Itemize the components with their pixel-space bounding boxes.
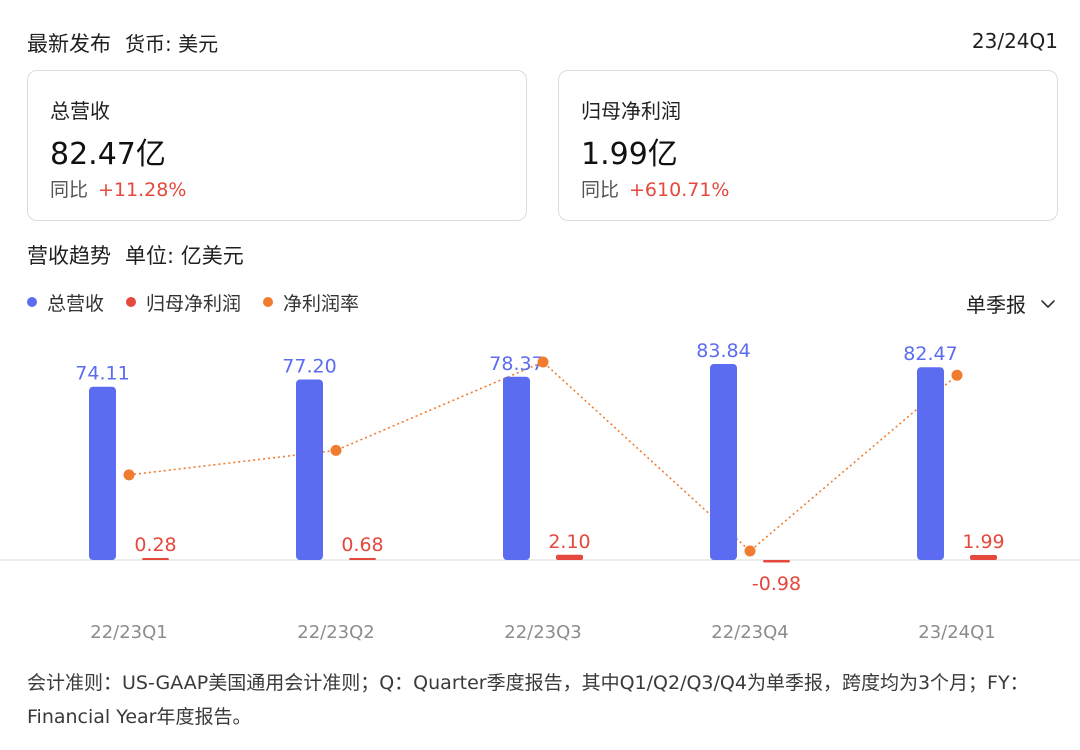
legend-label-revenue: 总营收 [47, 292, 105, 315]
legend-dot-net-profit [126, 297, 137, 307]
legend-dot-revenue [27, 297, 37, 307]
net-profit-yoy-change: +610.71% [629, 179, 730, 201]
revenue-bar-q3 [503, 376, 530, 560]
legend-dot-net-margin [263, 297, 274, 307]
net-profit-label-q2: 0.68 [341, 534, 383, 556]
net-profit-yoy-label: 同比 [581, 179, 620, 201]
chart-legend: 总营收 归母净利润 净利润率 [27, 288, 381, 316]
net-profit-value: 1.99亿 [581, 137, 678, 172]
net-profit-label: 归母净利润 [581, 99, 681, 123]
x-tick-q2: 22/23Q2 [297, 622, 375, 643]
header: 最新发布 货币: 美元 23/24Q1 [27, 24, 1058, 60]
legend-label-net-profit: 归母净利润 [146, 292, 242, 315]
header-title: 最新发布 [27, 32, 111, 56]
legend-item-revenue[interactable]: 总营收 [27, 289, 104, 316]
revenue-label-q4: 83.84 [696, 340, 750, 362]
revenue-value: 82.47亿 [50, 137, 166, 172]
revenue-yoy-change: +11.28% [98, 179, 187, 201]
revenue-bar-q1 [89, 386, 116, 560]
net-profit-bar-q2 [349, 558, 376, 560]
revenue-yoy: 同比 +11.28% [50, 175, 186, 202]
revenue-bar-q4 [710, 364, 737, 560]
revenue-trend-chart: 74.11 0.28 22/23Q1 77.20 0.68 22/23Q2 78.37 2.1… [0, 340, 1080, 643]
x-tick-q1: 22/23Q1 [90, 622, 168, 643]
period-select[interactable]: 单季报 [966, 289, 1056, 318]
net-profit-bar-q4 [763, 560, 790, 563]
revenue-bar-q5 [917, 367, 944, 560]
accounting-footnote: 会计准则：US-GAAP美国通用会计准则；Q：Quarter季度报告，其中Q1/… [27, 672, 1029, 728]
net-margin-point-q4 [744, 545, 756, 557]
net-margin-line [128, 361, 958, 553]
currency-label: 货币: 美元 [125, 32, 219, 56]
period-select-label: 单季报 [966, 293, 1026, 317]
header-title-group: 最新发布 货币: 美元 [27, 28, 218, 58]
net-margin-point-q3 [537, 356, 549, 368]
x-tick-q4: 22/23Q4 [711, 622, 789, 643]
section-title: 营收趋势 [27, 244, 111, 268]
x-tick-q3: 22/23Q3 [504, 622, 582, 643]
net-profit-label-q1: 0.28 [134, 534, 176, 556]
net-profit-label-q5: 1.99 [962, 531, 1004, 553]
net-profit-label-q3: 2.10 [548, 531, 590, 553]
net-profit-bar-q3 [556, 554, 583, 560]
legend-item-net-profit[interactable]: 归母净利润 [126, 289, 241, 316]
net-margin-point-q1 [123, 469, 135, 481]
revenue-label: 总营收 [50, 99, 110, 123]
net-profit-bar-q5 [970, 555, 997, 560]
revenue-bar-q2 [296, 379, 323, 560]
section-unit: 单位: 亿美元 [125, 244, 244, 268]
revenue-label-q5: 82.47 [903, 343, 957, 365]
revenue-label-q3: 78.37 [489, 353, 543, 375]
revenue-label-q1: 74.11 [75, 363, 129, 385]
net-margin-point-q5 [951, 369, 963, 381]
legend-label-net-margin: 净利润率 [283, 292, 360, 315]
revenue-yoy-label: 同比 [50, 179, 89, 201]
net-profit-label-q4: -0.98 [752, 573, 801, 595]
net-profit-yoy: 同比 +610.71% [581, 175, 729, 202]
legend-item-net-margin[interactable]: 净利润率 [263, 289, 359, 316]
report-period: 23/24Q1 [971, 29, 1058, 53]
net-profit-card: 归母净利润 1.99亿 同比 +610.71% [558, 70, 1058, 221]
net-profit-bar-q1 [142, 558, 169, 560]
chevron-down-icon [1041, 299, 1055, 308]
net-margin-point-q2 [330, 444, 342, 456]
x-tick-q5: 23/24Q1 [918, 622, 996, 643]
section-title-group: 营收趋势 单位: 亿美元 [27, 240, 244, 270]
revenue-label-q2: 77.20 [282, 356, 336, 378]
revenue-card: 总营收 82.47亿 同比 +11.28% [27, 70, 527, 221]
